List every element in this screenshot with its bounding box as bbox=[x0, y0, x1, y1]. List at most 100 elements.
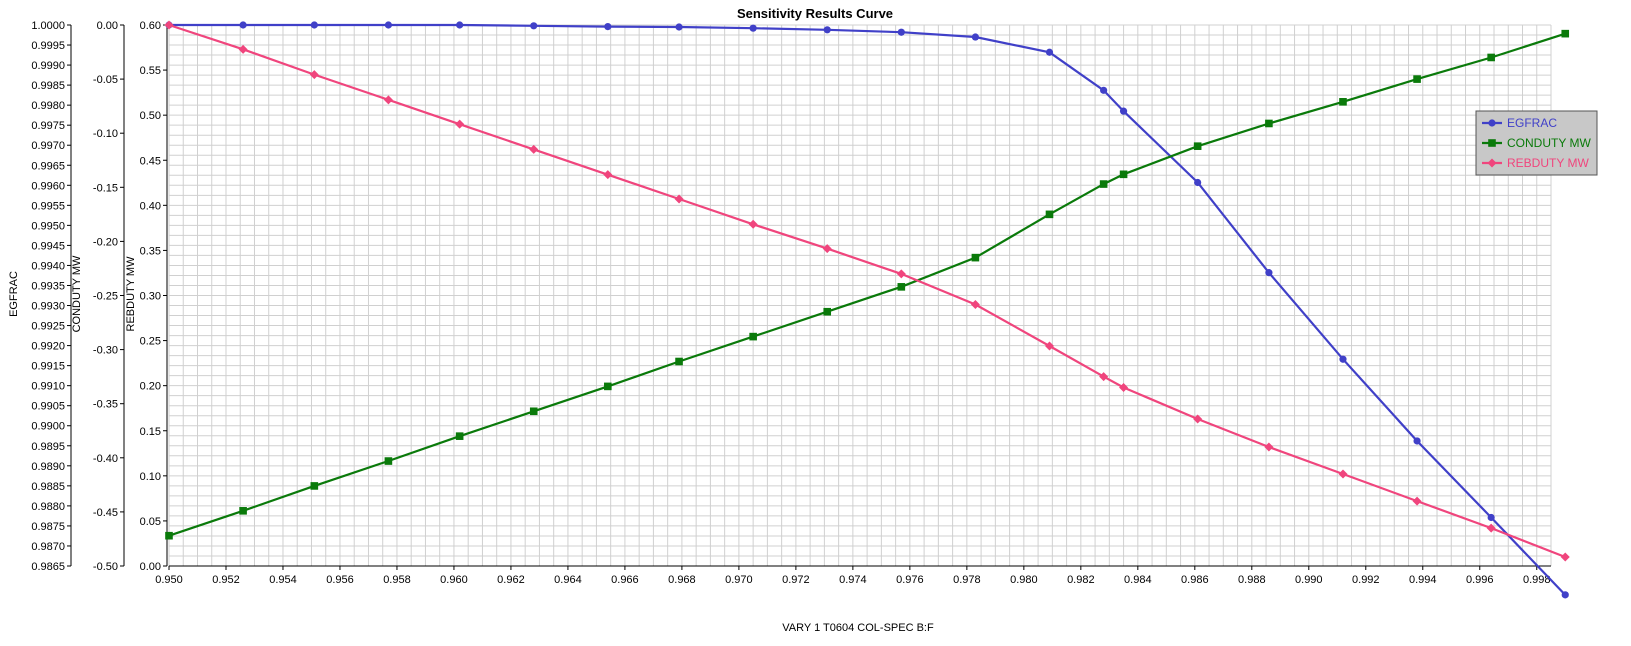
data-point-egfrac bbox=[384, 21, 393, 29]
y-tick-label: 0.9955 bbox=[31, 200, 65, 212]
x-tick-label: 0.982 bbox=[1067, 574, 1095, 586]
y-tick-label: 0.60 bbox=[140, 20, 161, 32]
data-point-egfrac bbox=[239, 21, 247, 29]
chart-title: Sensitivity Results Curve bbox=[737, 6, 893, 21]
data-point-egfrac bbox=[1561, 591, 1569, 599]
data-point-egfrac bbox=[1100, 86, 1108, 94]
y-tick-label: 0.05 bbox=[140, 516, 161, 528]
data-point-rebduty-mw bbox=[309, 70, 319, 80]
y-tick-label: -0.10 bbox=[93, 128, 118, 140]
data-point-conduty-mw bbox=[165, 531, 173, 540]
data-point-egfrac bbox=[749, 24, 757, 32]
x-tick-label: 0.984 bbox=[1124, 574, 1152, 586]
data-point-rebduty-mw bbox=[383, 95, 393, 105]
series-lines bbox=[164, 20, 1570, 599]
y-tick-label: 0.9870 bbox=[31, 541, 65, 553]
y-tick-label: 0.9865 bbox=[31, 561, 65, 573]
data-point-rebduty-mw bbox=[1099, 372, 1109, 382]
data-point-rebduty-mw bbox=[822, 244, 832, 254]
x-tick-label: 0.964 bbox=[554, 574, 582, 586]
x-tick-label: 0.974 bbox=[839, 574, 867, 586]
x-axis-title: VARY 1 T0604 COL-SPEC B:F bbox=[782, 622, 934, 634]
y-tick-label: -0.25 bbox=[93, 291, 118, 303]
data-point-conduty-mw bbox=[1561, 29, 1570, 38]
y-tick-label: -0.15 bbox=[93, 182, 118, 194]
legend-label: EGFRAC bbox=[1507, 116, 1557, 130]
y-tick-label: 0.9970 bbox=[31, 140, 65, 152]
data-point-rebduty-mw bbox=[896, 269, 906, 279]
data-point-conduty-mw bbox=[1265, 119, 1273, 128]
y-tick-label: 0.9910 bbox=[31, 381, 65, 393]
data-point-egfrac bbox=[971, 33, 980, 41]
y-tick-label: 0.25 bbox=[140, 336, 161, 348]
data-point-conduty-mw bbox=[971, 253, 980, 262]
legend[interactable]: EGFRAC CONDUTY MW REBDUTY MW bbox=[1475, 110, 1598, 176]
data-point-conduty-mw bbox=[749, 332, 757, 341]
y-tick-label: 0.10 bbox=[140, 471, 161, 483]
y-tick-label: 0.40 bbox=[140, 200, 161, 212]
data-point-egfrac bbox=[604, 23, 612, 31]
y-tick-label: 0.9950 bbox=[31, 220, 65, 232]
x-tick-label: 0.958 bbox=[383, 574, 411, 586]
y-tick-label: 0.20 bbox=[140, 381, 161, 393]
y-tick-label: 0.9875 bbox=[31, 521, 65, 533]
y-tick-label: 0.9965 bbox=[31, 160, 65, 172]
legend-box bbox=[1475, 110, 1598, 176]
y-tick-label: 0.9995 bbox=[31, 40, 65, 52]
y-tick-label: 0.9930 bbox=[31, 301, 65, 313]
data-point-conduty-mw bbox=[604, 382, 612, 391]
axes: 1.0000 0.9995 0.9990 0.9985 0.9980 0.9975 0.99… bbox=[31, 20, 1551, 586]
legend-label: CONDUTY MW bbox=[1507, 136, 1591, 150]
y-tick-label: 0.9925 bbox=[31, 321, 65, 333]
y-tick-label: 0.9905 bbox=[31, 401, 65, 413]
data-point-rebduty-mw bbox=[164, 20, 174, 30]
y-tick-label: 0.00 bbox=[140, 561, 161, 573]
y-tick-label: 0.9975 bbox=[31, 120, 65, 132]
y-tick-label: 0.9890 bbox=[31, 461, 65, 473]
y-axis-title-rebduty: REBDUTY MW bbox=[125, 256, 137, 332]
x-tick-label: 0.992 bbox=[1352, 574, 1380, 586]
data-point-egfrac bbox=[1119, 107, 1128, 115]
x-tick-label: 0.968 bbox=[668, 574, 696, 586]
data-point-conduty-mw bbox=[1119, 170, 1128, 179]
y-tick-label: -0.50 bbox=[93, 561, 118, 573]
y-tick-label: 1.0000 bbox=[31, 20, 65, 32]
data-point-conduty-mw bbox=[1487, 53, 1495, 62]
x-tick-label: 0.960 bbox=[440, 574, 468, 586]
y-tick-label: 0.9985 bbox=[31, 80, 65, 92]
legend-marker-circle bbox=[1488, 119, 1496, 127]
x-tick-label: 0.980 bbox=[1010, 574, 1038, 586]
y-tick-label: 0.30 bbox=[140, 291, 161, 303]
data-point-conduty-mw bbox=[1045, 210, 1054, 219]
data-point-conduty-mw bbox=[239, 507, 247, 515]
legend-marker-square bbox=[1488, 139, 1496, 147]
data-point-conduty-mw bbox=[1099, 180, 1108, 188]
y-tick-label: 0.50 bbox=[140, 110, 161, 122]
y-tick-label: 0.9935 bbox=[31, 280, 65, 292]
x-tick-label: 0.954 bbox=[269, 574, 297, 586]
x-tick-label: 0.996 bbox=[1466, 574, 1494, 586]
x-tick-label: 0.966 bbox=[611, 574, 639, 586]
y-tick-label: 0.55 bbox=[140, 65, 161, 77]
data-point-rebduty-mw bbox=[529, 144, 539, 154]
data-point-egfrac bbox=[310, 21, 318, 29]
data-point-conduty-mw bbox=[529, 407, 538, 416]
x-tick-label: 0.950 bbox=[155, 574, 183, 586]
data-point-rebduty-mw bbox=[1486, 523, 1496, 533]
y-tick-label: 0.35 bbox=[140, 245, 161, 257]
x-tick-label: 0.978 bbox=[953, 574, 981, 586]
legend-marker-diamond bbox=[1487, 158, 1497, 168]
x-tick-label: 0.956 bbox=[326, 574, 354, 586]
data-point-egfrac bbox=[1265, 269, 1273, 277]
data-point-egfrac bbox=[1487, 513, 1495, 522]
data-point-egfrac bbox=[1339, 355, 1347, 363]
y-tick-label: 0.9960 bbox=[31, 180, 65, 192]
y-tick-label: 0.00 bbox=[97, 20, 118, 32]
x-tick-label: 0.962 bbox=[497, 574, 525, 586]
data-point-conduty-mw bbox=[897, 283, 906, 291]
y-tick-label: 0.9885 bbox=[31, 481, 65, 493]
x-tick-label: 0.952 bbox=[212, 574, 240, 586]
y-tick-label: 0.45 bbox=[140, 155, 161, 167]
y-tick-label: 0.15 bbox=[140, 426, 161, 438]
